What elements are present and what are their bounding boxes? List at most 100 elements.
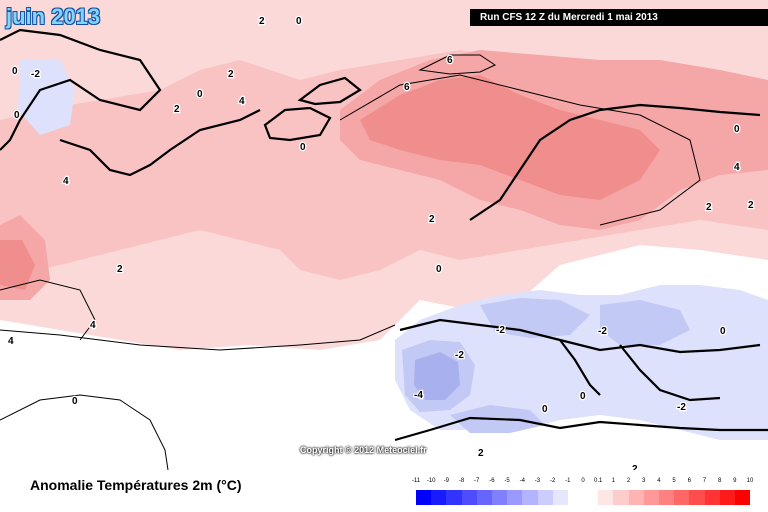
scale-swatch <box>598 490 614 505</box>
scale-tick-label: 2 <box>626 478 631 484</box>
scale-tick-label: 10 <box>746 478 754 484</box>
contour-label: 2 <box>706 202 712 213</box>
contour-label: -2 <box>496 325 505 336</box>
contour-label: 4 <box>63 176 69 187</box>
scale-swatch <box>537 490 553 505</box>
contour-lines <box>0 54 701 470</box>
month-title: juin 2013 <box>6 4 101 29</box>
contour-label: 4 <box>90 320 96 331</box>
scale-tick-label: -3 <box>534 478 541 484</box>
coast-svalbard <box>297 76 362 106</box>
warm-anomaly-west-core <box>0 240 35 290</box>
scale-tick-label: 1 <box>611 478 616 484</box>
contour-label: 0 <box>436 264 442 275</box>
contour-label: -4 <box>414 390 423 401</box>
scale-swatch <box>719 490 735 505</box>
cool-anomaly-balkans <box>600 300 690 345</box>
coast-italy <box>559 339 601 396</box>
scale-swatches <box>416 490 751 505</box>
scale-tick-label: -6 <box>489 478 495 484</box>
contour-0-southwest <box>0 394 169 470</box>
scale-swatch <box>522 490 538 505</box>
temperature-anomaly-map: 0 2 4 6 0 -2 2 4 0 -4 2 0 -2 2 4 2 0 2 0… <box>0 0 768 470</box>
contour-label: -2 <box>677 402 686 413</box>
contour-2-atlantic <box>0 324 396 351</box>
scale-tick-label: -9 <box>443 478 450 484</box>
scale-tick-label: 6 <box>687 478 691 484</box>
contour-label: -2 <box>598 326 607 337</box>
scale-swatch <box>567 490 584 505</box>
scale-swatch <box>643 490 659 505</box>
contour-label: 4 <box>8 336 14 347</box>
color-scale: -11 -10 -9 -8 -7 -6 -5 -4 -3 -2 -1 0 0.1 1 2 3 4 5 6 7 8 9 10 <box>412 478 753 508</box>
contour-4-scandinavia <box>339 74 701 226</box>
coast-med-north <box>399 318 761 354</box>
scale-swatch <box>613 490 629 505</box>
contour-label: 0 <box>542 404 548 415</box>
scale-swatch <box>659 490 675 505</box>
scale-tick-labels: -11 -10 -9 -8 -7 -6 -5 -4 -3 -2 -1 0 0.1 1 2 3 4 5 6 7 8 9 10 <box>412 478 753 489</box>
contour-label: 6 <box>404 82 410 93</box>
contour-label: 0 <box>720 326 726 337</box>
scale-swatch <box>431 490 447 505</box>
scale-tick-label: 7 <box>702 478 707 484</box>
scale-tick-label: 0.1 <box>594 478 603 484</box>
run-banner: Run CFS 12 Z du Mercredi 1 mai 2013 <box>470 9 768 26</box>
scale-swatch <box>446 490 462 505</box>
contour-label: 0 <box>72 396 78 407</box>
scale-tick-label: 8 <box>717 478 722 484</box>
coast-greenland-south <box>59 109 261 177</box>
contour-4-west <box>0 279 96 341</box>
scale-tick-label: 9 <box>733 478 737 484</box>
scale-tick-label: -4 <box>519 478 525 484</box>
scale-swatch <box>416 490 432 505</box>
scale-tick-label: -1 <box>565 478 571 484</box>
contour-label: 0 <box>197 89 203 100</box>
coastlines <box>0 28 768 442</box>
scale-swatch <box>689 490 705 505</box>
legend-title: Anomalie Températures 2m (°C) <box>30 477 242 493</box>
contour-label: 0 <box>734 124 740 135</box>
scale-swatch <box>461 490 477 505</box>
contour-label: 2 <box>259 16 265 27</box>
contour-label: 4 <box>734 162 740 173</box>
contour-label: 0 <box>12 66 18 77</box>
contour-label: 0 <box>296 16 302 27</box>
contour-label: 4 <box>239 96 245 107</box>
contour-label: 2 <box>228 69 234 80</box>
scale-swatch <box>507 490 523 505</box>
scale-tick-label: -7 <box>474 478 480 484</box>
scale-swatch <box>552 490 568 505</box>
scale-tick-label: -10 <box>426 478 436 484</box>
contour-label: -2 <box>31 69 40 80</box>
contour-label: 0 <box>580 391 586 402</box>
contour-label: 6 <box>447 55 453 66</box>
contour-6-north <box>418 54 497 75</box>
coast-africa <box>394 416 768 442</box>
neutral-anomaly-southwest <box>0 330 410 470</box>
copyright-text: Copyright © 2012 Meteociel.fr <box>300 445 427 455</box>
contour-label: 2 <box>478 448 484 459</box>
scale-swatch <box>491 490 508 505</box>
scale-swatch <box>704 490 720 505</box>
scale-tick-label: 0 <box>581 478 585 484</box>
cool-anomaly-iberia-core <box>414 352 460 400</box>
coast-north-america <box>0 28 162 151</box>
scale-tick-label: -2 <box>549 478 556 484</box>
map-canvas: 0 2 4 6 0 -2 2 4 0 -4 2 0 -2 2 4 2 0 2 0… <box>0 0 768 470</box>
warm-anomaly-core <box>360 75 660 200</box>
scale-swatch <box>583 490 599 505</box>
contour-label: -2 <box>455 350 464 361</box>
scale-swatch <box>628 490 644 505</box>
contour-label: 2 <box>748 200 754 211</box>
coast-iceland <box>263 106 332 142</box>
cool-anomaly-greenland <box>18 60 75 135</box>
contour-label: 2 <box>632 464 638 470</box>
scale-tick-label: 3 <box>642 478 646 484</box>
scale-tick-label: 4 <box>657 478 661 484</box>
contour-label-group: 0 2 4 6 0 -2 2 4 0 -4 2 0 -2 2 4 2 0 2 0… <box>7 15 756 470</box>
scale-tick-label: -5 <box>504 478 510 484</box>
scale-tick-label: -8 <box>458 478 465 484</box>
scale-swatch <box>674 490 690 505</box>
scale-tick-label: -11 <box>411 478 421 484</box>
